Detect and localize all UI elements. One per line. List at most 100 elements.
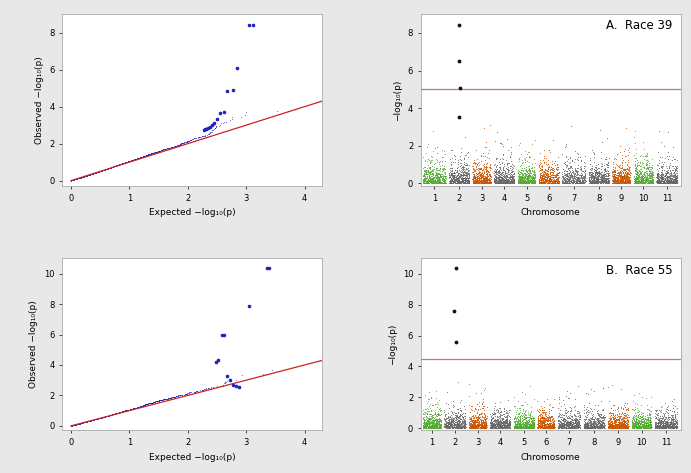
Point (553, 413, 564, 421)
Point (634, 178, 645, 185)
Point (82, 172, 93, 179)
Point (98, 166, 109, 174)
Point (70, 175, 81, 183)
Point (84, 171, 95, 178)
Point (138, 402, 149, 409)
Point (596, 423, 607, 431)
Point (84, 171, 95, 179)
Point (66, 176, 77, 184)
Point (572, 153, 583, 160)
Point (66, 176, 77, 184)
Point (641, 419, 652, 427)
Point (430, 420, 441, 428)
Point (69, 175, 80, 183)
Point (639, 423, 650, 431)
Point (70, 420, 82, 428)
Point (501, 417, 512, 424)
Point (112, 409, 123, 417)
Point (626, 424, 637, 431)
Point (66, 422, 77, 429)
Point (91, 168, 102, 176)
Point (654, 416, 665, 424)
Point (69, 421, 80, 429)
Point (90, 416, 101, 423)
Point (152, 148, 163, 155)
Point (113, 409, 124, 416)
Point (75, 420, 86, 427)
Point (119, 159, 130, 166)
Point (104, 164, 115, 172)
Point (543, 409, 554, 417)
Point (102, 412, 113, 420)
Point (114, 408, 125, 416)
Point (70, 175, 81, 183)
Point (77, 419, 88, 427)
Point (547, 165, 558, 172)
Point (76, 174, 87, 181)
Point (88, 416, 99, 423)
Point (76, 174, 87, 181)
Point (108, 410, 120, 418)
Point (77, 173, 88, 181)
Point (539, 178, 550, 186)
Point (106, 164, 117, 171)
Point (79, 419, 90, 426)
Point (97, 413, 108, 421)
Point (565, 421, 576, 429)
Point (70, 175, 82, 183)
Point (74, 174, 85, 182)
Point (88, 169, 100, 177)
Point (114, 160, 125, 168)
Point (418, 170, 429, 178)
Point (84, 417, 95, 424)
Point (612, 421, 623, 429)
Point (562, 164, 574, 172)
Point (100, 413, 111, 420)
Point (73, 174, 84, 182)
Point (632, 419, 643, 426)
Point (579, 175, 590, 182)
Point (451, 179, 462, 187)
Point (85, 417, 96, 424)
Point (137, 402, 148, 410)
Point (524, 422, 536, 430)
Point (69, 421, 80, 429)
Point (73, 420, 84, 428)
Point (77, 173, 88, 181)
Point (82, 418, 93, 425)
Point (74, 420, 85, 427)
Point (538, 178, 549, 185)
Point (100, 166, 111, 173)
Point (592, 172, 603, 179)
Point (621, 179, 632, 186)
Point (68, 176, 79, 184)
Point (654, 177, 665, 184)
Point (163, 394, 174, 402)
Point (114, 408, 125, 416)
Point (422, 424, 433, 431)
Point (517, 169, 528, 176)
Point (520, 179, 531, 186)
Point (419, 157, 430, 164)
Point (448, 421, 459, 429)
Point (76, 419, 87, 427)
Point (424, 396, 435, 403)
Point (609, 420, 621, 428)
Point (567, 416, 578, 424)
Point (505, 423, 516, 430)
Point (69, 175, 80, 183)
Point (523, 158, 534, 166)
Point (672, 416, 683, 424)
Point (107, 163, 118, 171)
Point (165, 394, 176, 402)
Point (447, 423, 458, 430)
Point (85, 417, 96, 424)
Point (533, 420, 544, 427)
Point (640, 419, 651, 426)
Point (82, 172, 93, 179)
Point (562, 424, 573, 431)
Point (82, 418, 93, 425)
Point (473, 415, 484, 423)
Point (470, 163, 481, 171)
Point (524, 177, 536, 185)
